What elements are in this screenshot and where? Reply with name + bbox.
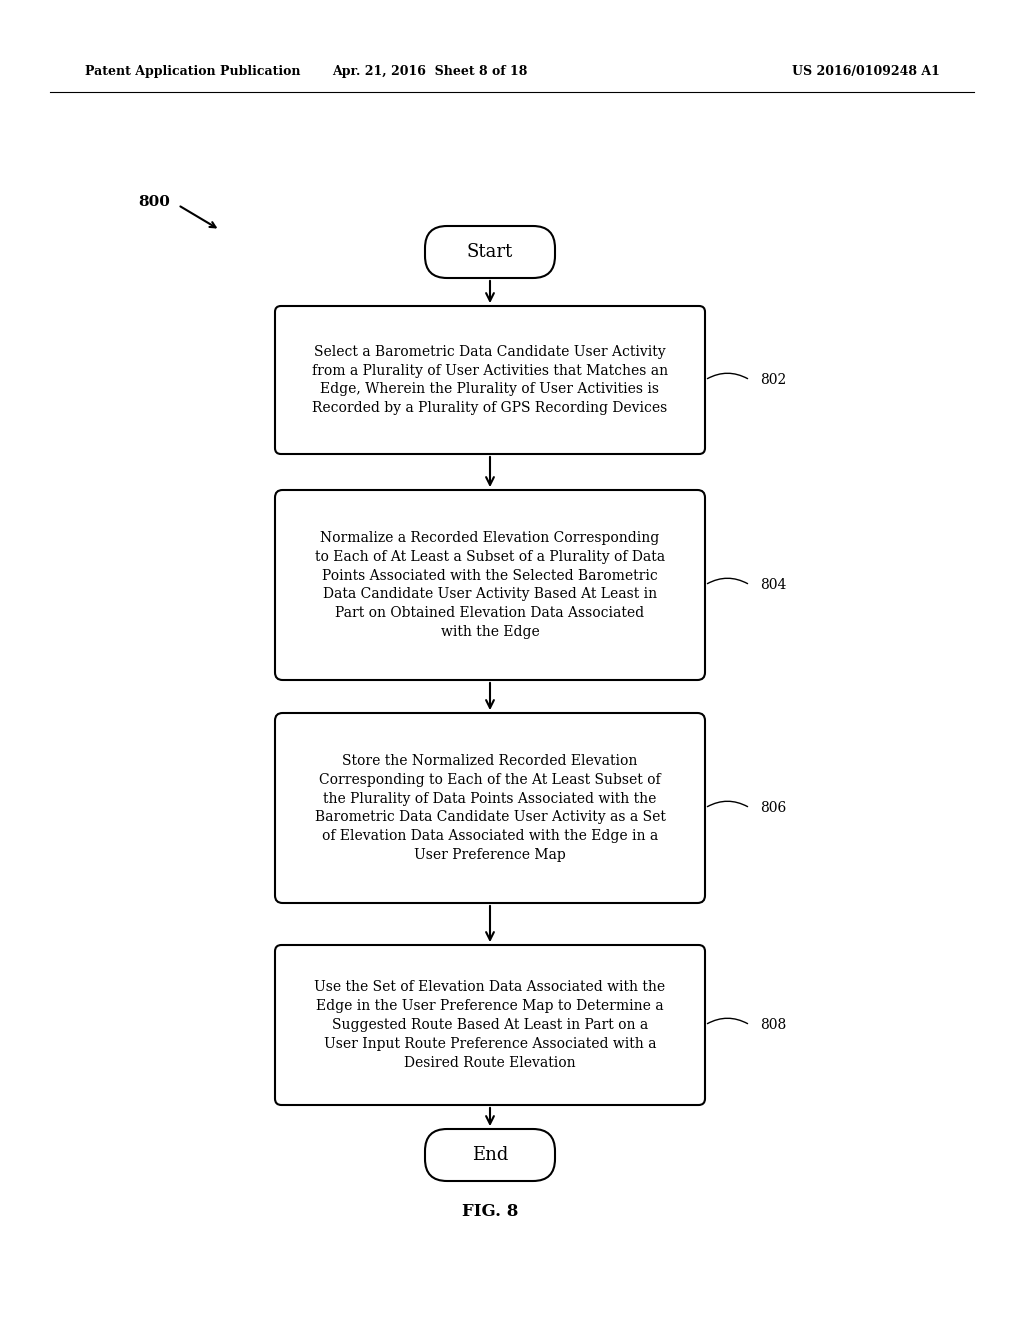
FancyBboxPatch shape bbox=[275, 490, 705, 680]
Text: 804: 804 bbox=[760, 578, 786, 591]
Text: 808: 808 bbox=[760, 1018, 786, 1032]
FancyBboxPatch shape bbox=[275, 713, 705, 903]
Text: FIG. 8: FIG. 8 bbox=[462, 1203, 518, 1220]
FancyBboxPatch shape bbox=[275, 945, 705, 1105]
Text: Patent Application Publication: Patent Application Publication bbox=[85, 66, 300, 78]
Text: Normalize a Recorded Elevation Corresponding
to Each of At Least a Subset of a P: Normalize a Recorded Elevation Correspon… bbox=[315, 531, 665, 639]
Text: Select a Barometric Data Candidate User Activity
from a Plurality of User Activi: Select a Barometric Data Candidate User … bbox=[312, 345, 668, 416]
Text: 806: 806 bbox=[760, 801, 786, 814]
Text: Apr. 21, 2016  Sheet 8 of 18: Apr. 21, 2016 Sheet 8 of 18 bbox=[333, 66, 527, 78]
FancyBboxPatch shape bbox=[425, 1129, 555, 1181]
FancyBboxPatch shape bbox=[275, 306, 705, 454]
FancyBboxPatch shape bbox=[425, 226, 555, 279]
Text: End: End bbox=[472, 1146, 508, 1164]
Text: Start: Start bbox=[467, 243, 513, 261]
Text: US 2016/0109248 A1: US 2016/0109248 A1 bbox=[793, 66, 940, 78]
Text: Use the Set of Elevation Data Associated with the
Edge in the User Preference Ma: Use the Set of Elevation Data Associated… bbox=[314, 979, 666, 1071]
Text: 800: 800 bbox=[138, 195, 170, 209]
Text: 802: 802 bbox=[760, 374, 786, 387]
Text: Store the Normalized Recorded Elevation
Corresponding to Each of the At Least Su: Store the Normalized Recorded Elevation … bbox=[314, 754, 666, 862]
